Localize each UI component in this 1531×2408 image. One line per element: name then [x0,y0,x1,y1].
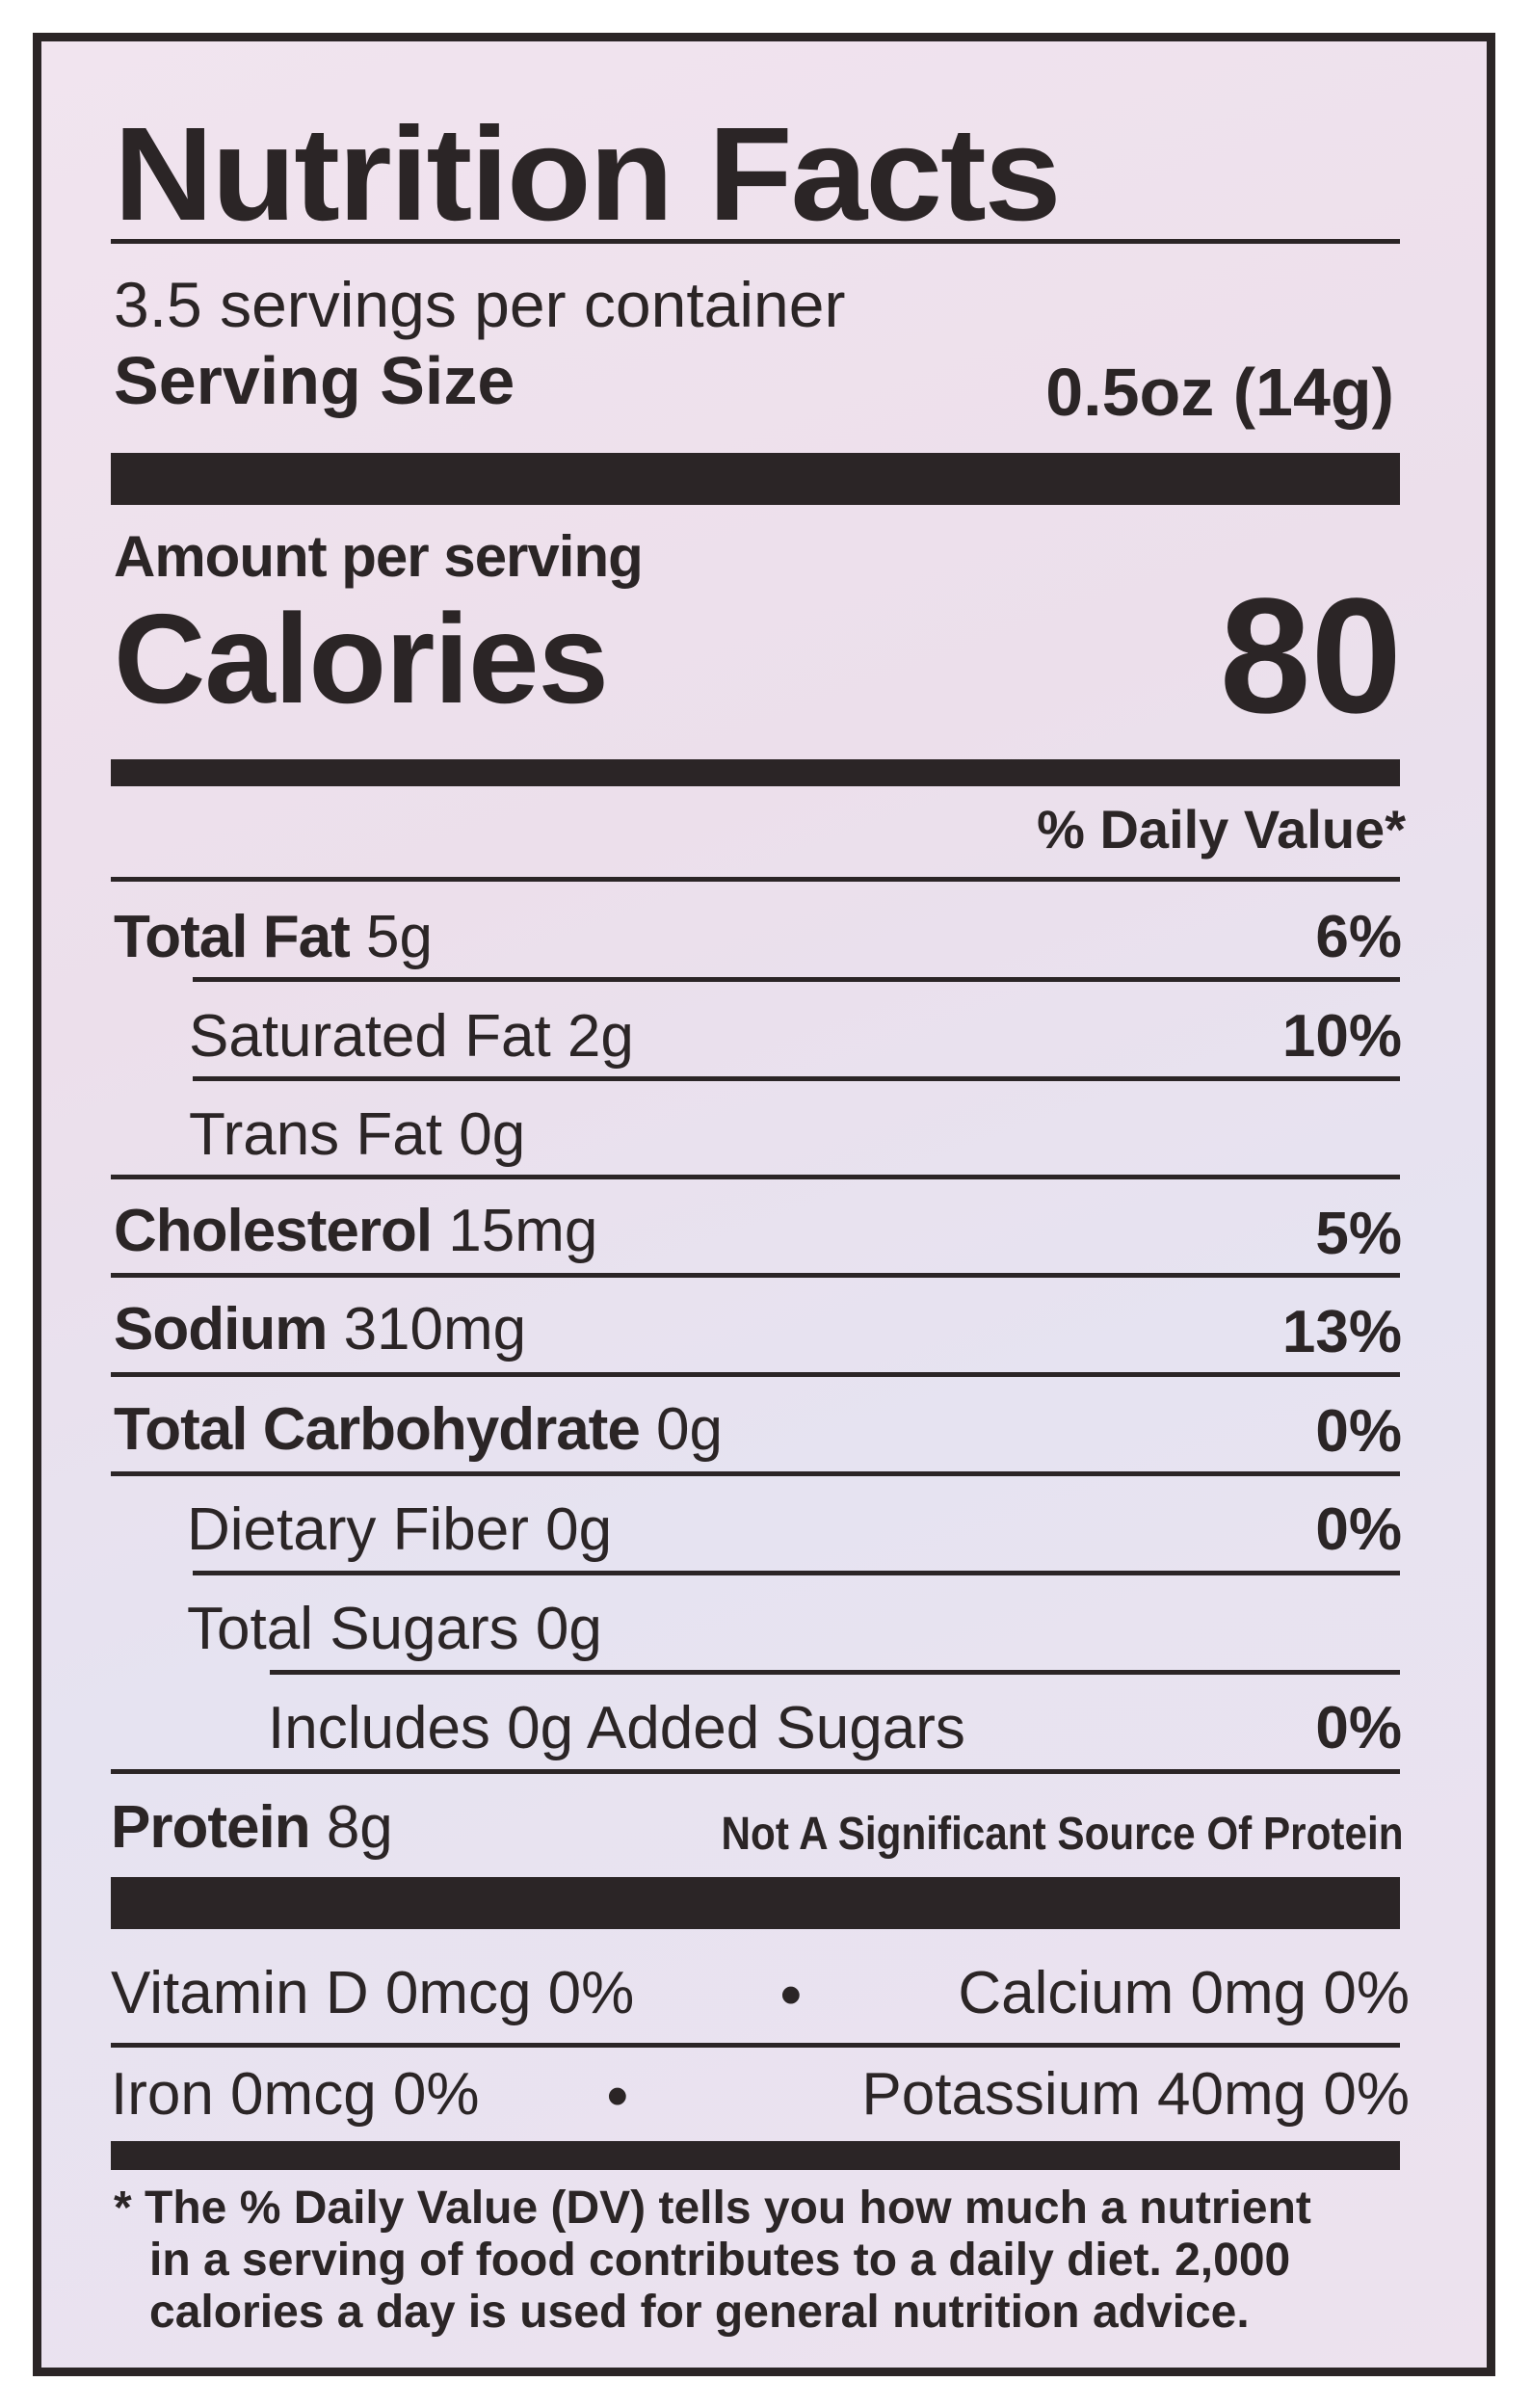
daily-value-header: % Daily Value* [1037,799,1406,860]
nutrition-label-panel [33,33,1495,2376]
nutrient-amount: 15mg [448,1198,598,1264]
divider [111,239,1400,244]
servings-per-container: 3.5 servings per container [114,269,846,340]
nutrient-name: Sodium [114,1296,328,1363]
calcium: Calcium 0mg 0% [958,1960,1410,2026]
nutrient-name: Protein [111,1794,311,1861]
divider [193,1571,1400,1575]
divider [111,1372,1400,1377]
nutrient-amount: 0g [656,1396,724,1463]
iron: Iron 0mcg 0% [111,2061,480,2128]
amount-per-serving: Amount per serving [114,524,644,589]
potassium: Potassium 40mg 0% [861,2061,1410,2128]
thick-divider [111,453,1400,505]
nutrient-row-sodium: Sodium 310mg [114,1300,526,1360]
nutrient-row-trans-fat: Trans Fat 0g [189,1101,526,1168]
protein-note: Not A Significant Source Of Protein [721,1809,1403,1860]
nutrient-dv: 13% [1281,1299,1402,1365]
nutrient-dv: 5% [1315,1201,1402,1267]
divider [193,1076,1400,1081]
nutrient-row-protein: Protein 8g [111,1798,393,1858]
footnote-line: in a serving of food contributes to a da… [149,2235,1291,2286]
divider [111,877,1400,882]
medium-divider [111,2141,1400,2170]
footnote-line: calories a day is used for general nutri… [149,2287,1250,2338]
divider [111,2043,1400,2048]
nutrient-row-added-sugars: Includes 0g Added Sugars [268,1695,965,1761]
separator-dot: • [780,1962,802,2028]
nutrient-row-saturated-fat: Saturated Fat 2g [189,1003,634,1070]
vitamin-d: Vitamin D 0mcg 0% [111,1960,635,2026]
medium-divider [111,759,1400,786]
nutrient-name: Cholesterol [114,1198,433,1264]
divider [270,1670,1400,1675]
divider [111,1273,1400,1278]
nutrient-amount: 310mg [343,1296,527,1363]
serving-size-value: 0.5oz (14g) [1045,355,1394,430]
footnote-line: * The % Daily Value (DV) tells you how m… [114,2183,1311,2234]
thick-divider [111,1877,1400,1929]
divider [111,1769,1400,1774]
nutrient-amount: 8g [326,1794,393,1861]
nutrient-dv: 0% [1315,1695,1402,1761]
serving-size-label: Serving Size [114,343,515,418]
calories-label: Calories [114,588,609,729]
nutrient-dv: 0% [1315,1398,1402,1465]
divider [193,977,1400,982]
divider [111,1175,1400,1179]
nutrient-dv: 0% [1315,1496,1402,1563]
nutrient-name: Total Carbohydrate [114,1396,641,1463]
nutrient-amount: 5g [365,904,433,970]
nutrient-dv: 10% [1281,1003,1402,1070]
nutrient-row-total-carbohydrate: Total Carbohydrate 0g [114,1400,723,1460]
nutrient-dv: 6% [1315,904,1402,970]
nutrient-row-total-sugars: Total Sugars 0g [187,1596,602,1662]
separator-dot: • [607,2063,628,2130]
nutrient-row-dietary-fiber: Dietary Fiber 0g [187,1496,613,1563]
nutrient-row-cholesterol: Cholesterol 15mg [114,1202,597,1261]
calories-value: 80 [1219,565,1402,748]
nutrient-row-total-fat: Total Fat 5g [114,908,433,967]
divider [111,1471,1400,1476]
label-title: Nutrition Facts [114,100,1062,249]
nutrient-name: Total Fat [114,904,351,970]
